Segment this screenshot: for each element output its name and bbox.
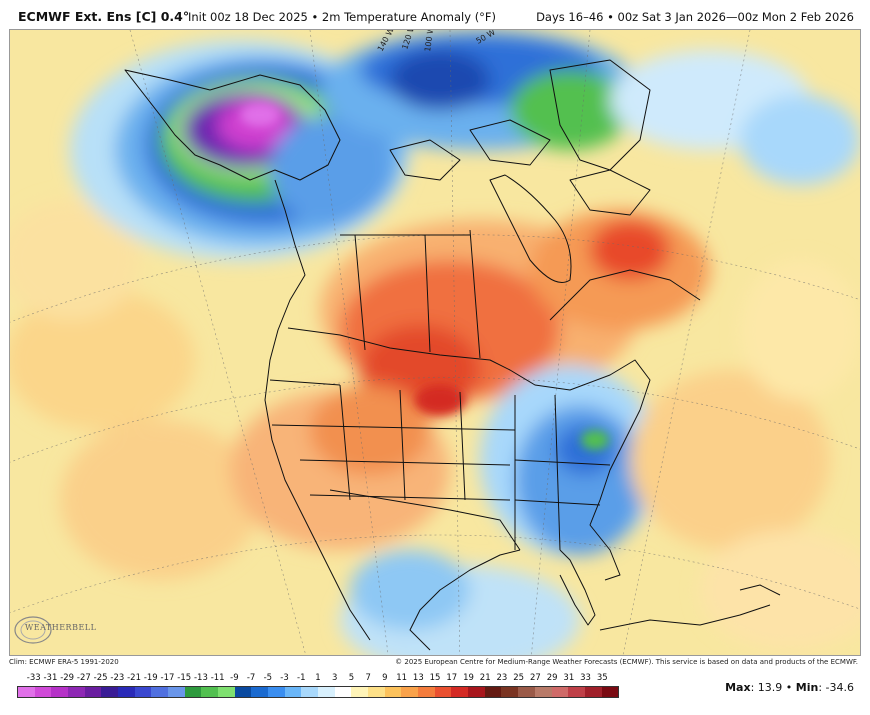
colorbar-cell (384, 687, 402, 697)
max-label: Max (725, 681, 751, 694)
graticule (10, 30, 860, 655)
colorbar-cell (268, 687, 285, 697)
colorbar-tick-label: -29 (60, 673, 75, 683)
climatology-note: Clim: ECMWF ERA-5 1991-2020 (9, 658, 119, 666)
colorbar-tick-label: -23 (110, 673, 125, 683)
map-header: ECMWF Ext. Ens [C] 0.4° Init 00z 18 Dec … (0, 0, 870, 28)
colorbar-tick-label: 1 (315, 673, 321, 683)
colorbar-tick-label: 7 (365, 673, 371, 683)
colorbar-cell (218, 687, 235, 697)
max-min-stats: Max: 13.9 • Min: -34.6 (725, 681, 854, 694)
colorbar-tick-label: 13 (412, 673, 424, 683)
colorbar-cell (234, 687, 252, 697)
colorbar-cell (568, 687, 585, 697)
colorbar-cell (501, 687, 519, 697)
colorbar-cell (418, 687, 435, 697)
max-value: 13.9 (757, 681, 783, 694)
colorbar-tick-label: 15 (429, 673, 441, 683)
colorbar-tick-label: -27 (76, 673, 91, 683)
colorbar-tick-label: 23 (496, 673, 508, 683)
colorbar-tick-label: 3 (332, 673, 338, 683)
colorbar-cell (368, 687, 385, 697)
colorbar-cell (551, 687, 569, 697)
colorbar-cell (318, 687, 335, 697)
colorbar-tick-label: -21 (127, 673, 141, 683)
colorbar-tick-label: 31 (563, 673, 575, 683)
colorbar-tick-label: -25 (93, 673, 108, 683)
colorbar-tick-label: -33 (26, 673, 41, 683)
colorbar-tick-label: -5 (263, 673, 273, 683)
political-boundaries (124, 59, 781, 651)
colorbar-cell (101, 687, 119, 697)
colorbar-cell (534, 687, 552, 697)
copyright-note: © 2025 European Centre for Medium-Range … (395, 658, 858, 666)
colorbar-cell (251, 687, 269, 697)
colorbar-tick-label: -9 (230, 673, 239, 683)
colorbar-tick-label: -1 (297, 673, 306, 683)
colorbar-cell (601, 687, 619, 697)
colorbar-cell (151, 687, 169, 697)
colorbar-tick-label: -17 (160, 673, 175, 683)
colorbar-labels: -33 -31 -29 -27 -25 -23 -21 -19 -17 -15 -13 -11 -9 -7… (12, 673, 632, 684)
colorbar-tick-label: 21 (479, 673, 491, 683)
weatherbell-logo-icon (14, 616, 52, 644)
colorbar-tick-label: 33 (580, 673, 591, 683)
colorbar-cell (584, 687, 602, 697)
colorbar-cell (284, 687, 302, 697)
colorbar-tick-label: -13 (193, 673, 208, 683)
colorbar-tick-label: -11 (210, 673, 225, 683)
colorbar-tick-label: 11 (396, 673, 408, 683)
colorbar-cell (451, 687, 469, 697)
colorbar (17, 686, 619, 698)
colorbar-cell (84, 687, 102, 697)
colorbar-cell (118, 687, 135, 697)
model-title: ECMWF Ext. Ens [C] 0.4° (18, 9, 190, 24)
anomaly-detail (240, 103, 609, 450)
colorbar-cell (484, 687, 502, 697)
colorbar-cell (351, 687, 369, 697)
colorbar-tick-label: -7 (246, 673, 256, 683)
colorbar-tick-label: 25 (513, 673, 525, 683)
colorbar-tick-label: 19 (463, 673, 474, 683)
colorbar-tick-label: 17 (446, 673, 458, 683)
colorbar-cell (301, 687, 319, 697)
colorbar-cell (468, 687, 485, 697)
min-value: -34.6 (825, 681, 854, 694)
colorbar-tick-label: 9 (382, 673, 388, 683)
weatherbell-text: WEATHERBELL (25, 623, 97, 632)
colorbar-cell (334, 687, 352, 697)
colorbar-cell (434, 687, 452, 697)
weatherbell-watermark: WEATHERBELL (13, 613, 97, 647)
valid-period: Days 16–46 • 00z Sat 3 Jan 2026—00z Mon … (536, 10, 854, 24)
anomaly-map[interactable]: 140 W 120 W 100 W 50 W (9, 29, 861, 656)
colorbar-cell (201, 687, 219, 697)
colorbar-tick-label: -31 (43, 673, 58, 683)
colorbar-cell (68, 687, 85, 697)
min-label: Min (795, 681, 819, 694)
colorbar-cell (134, 687, 152, 697)
colorbar-tick-label: 5 (348, 673, 355, 683)
colorbar-cell (184, 687, 202, 697)
colorbar-tick-label: 35 (596, 673, 608, 683)
colorbar-tick-label: -3 (280, 673, 289, 683)
colorbar-cell (18, 687, 35, 697)
anomaly-field (10, 30, 860, 655)
lon-label-100w: 100 W (423, 30, 436, 52)
colorbar-cell (168, 687, 185, 697)
colorbar-tick-label: -15 (177, 673, 192, 683)
colorbar-cell (401, 687, 419, 697)
colorbar-tick-label: -19 (143, 673, 158, 683)
colorbar-cell (34, 687, 52, 697)
colorbar-tick-label: 27 (529, 673, 541, 683)
colorbar-tick-label: 29 (546, 673, 558, 683)
run-subtitle: Init 00z 18 Dec 2025 • 2m Temperature An… (188, 10, 497, 24)
colorbar-cell (51, 687, 69, 697)
colorbar-cell (518, 687, 535, 697)
